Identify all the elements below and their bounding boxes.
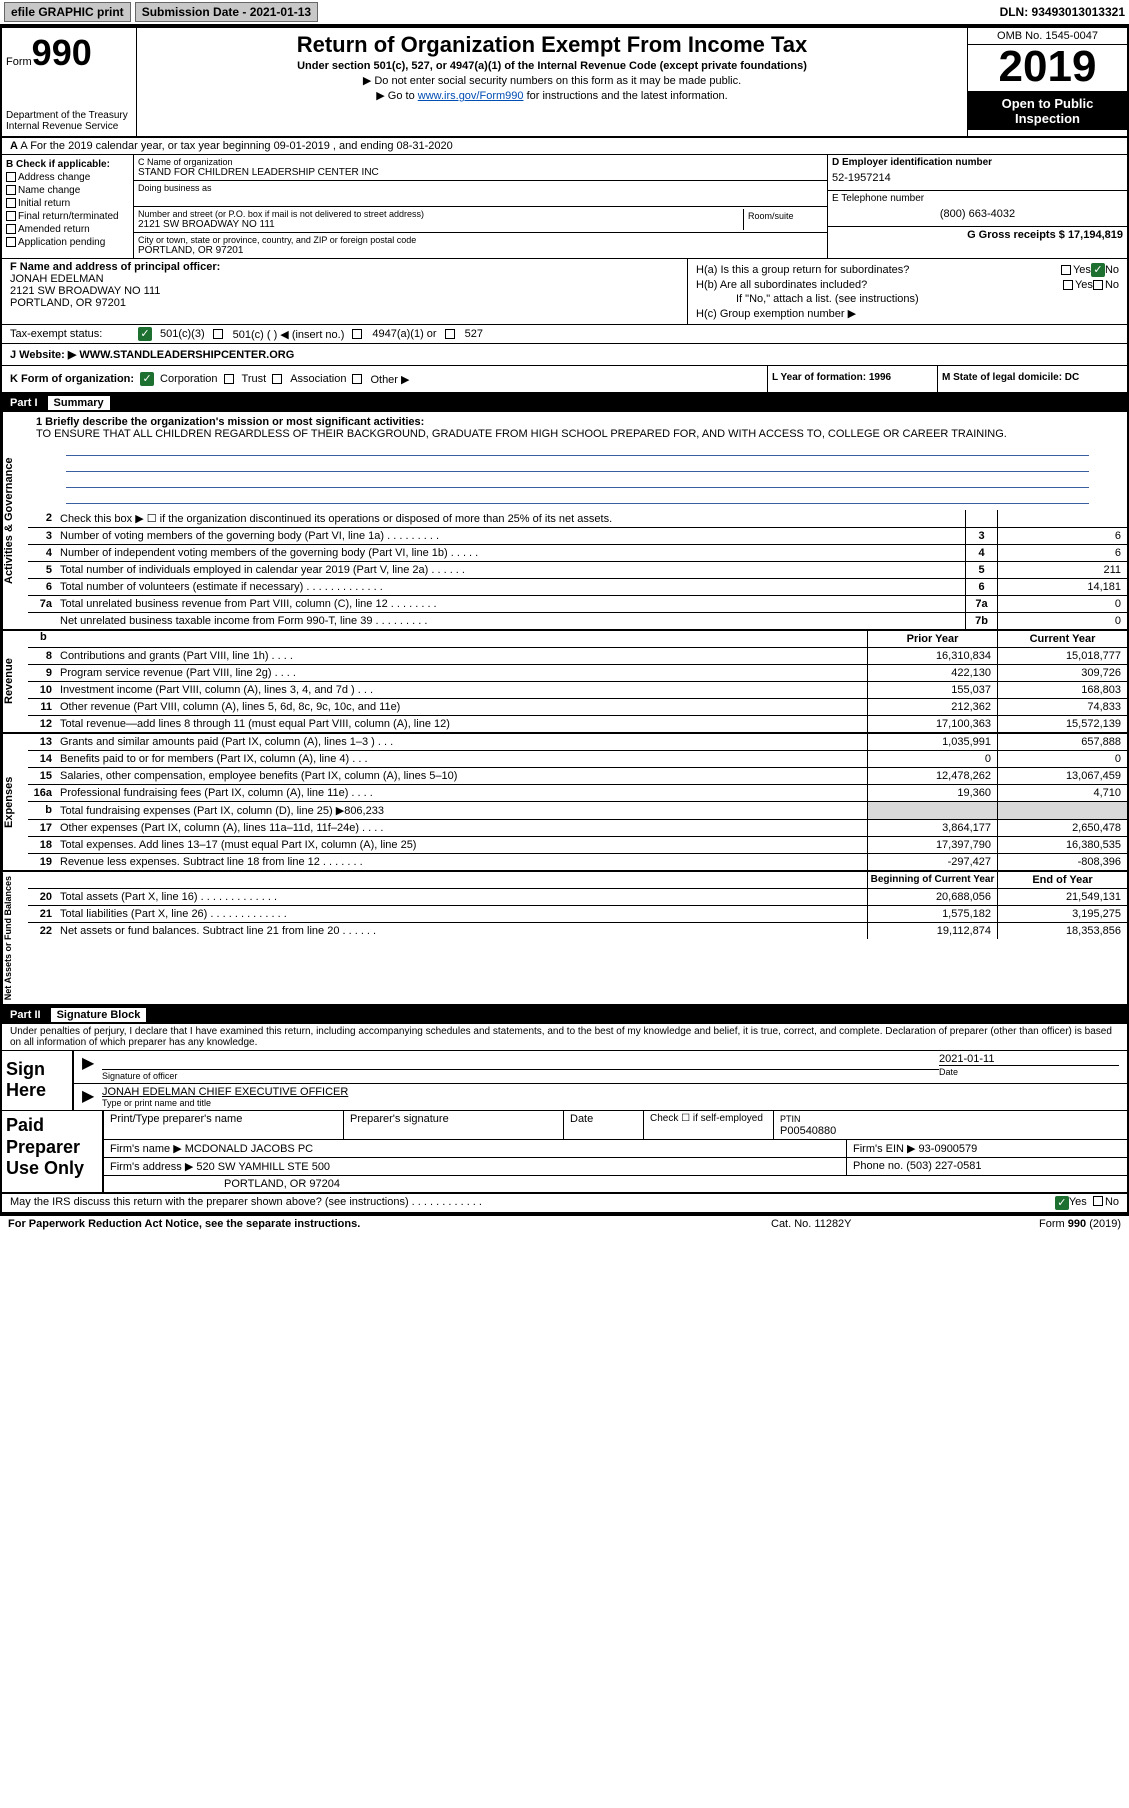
g-label: G Gross receipts $ 17,194,819 (967, 229, 1123, 241)
form-title: Return of Organization Exempt From Incom… (147, 32, 957, 58)
sig-date-val: 2021-01-11 (939, 1053, 1119, 1065)
sig-officer-label: Signature of officer (102, 1069, 939, 1081)
firm-addr1: 520 SW YAMHILL STE 500 (196, 1161, 330, 1173)
firm-name: MCDONALD JACOBS PC (185, 1143, 313, 1155)
website-val: WWW.STANDLEADERSHIPCENTER.ORG (79, 349, 294, 361)
mission-label: 1 Briefly describe the organization's mi… (36, 416, 424, 428)
chk-other[interactable] (352, 374, 362, 384)
e-label: E Telephone number (832, 193, 1123, 204)
sig-date-label: Date (939, 1065, 1119, 1077)
perjury-text: Under penalties of perjury, I declare th… (2, 1024, 1127, 1051)
firm-phone: Phone no. (503) 227-0581 (847, 1158, 1127, 1175)
part1-header: Part ISummary (2, 394, 1127, 412)
chk-pending[interactable] (6, 237, 16, 247)
org-name: STAND FOR CHILDREN LEADERSHIP CENTER INC (138, 167, 823, 178)
city-label: City or town, state or province, country… (138, 235, 823, 245)
instruction-1: ▶ Do not enter social security numbers o… (147, 74, 957, 87)
ha-no[interactable]: ✓ (1091, 263, 1105, 277)
c-name-label: C Name of organization (138, 157, 823, 167)
instruction-2: ▶ Go to www.irs.gov/Form990 for instruct… (147, 89, 957, 102)
dba-label: Doing business as (138, 183, 823, 193)
prep-date-hdr: Date (564, 1111, 644, 1139)
prep-name-hdr: Print/Type preparer's name (104, 1111, 344, 1139)
footer-cat: Cat. No. 11282Y (771, 1218, 971, 1230)
mission-text: TO ENSURE THAT ALL CHILDREN REGARDLESS O… (36, 428, 1007, 440)
chk-initial[interactable] (6, 198, 16, 208)
officer-addr2: PORTLAND, OR 97201 (10, 297, 679, 309)
h-note: If "No," attach a list. (see instruction… (736, 293, 919, 305)
officer-name: JONAH EDELMAN (10, 273, 679, 285)
ha-yes[interactable] (1061, 265, 1071, 275)
prep-sig-hdr: Preparer's signature (344, 1111, 564, 1139)
chk-final[interactable] (6, 211, 16, 221)
ha-label: H(a) Is this a group return for subordin… (696, 264, 1061, 276)
firm-ein: Firm's EIN ▶ 93-0900579 (847, 1140, 1127, 1157)
prior-year-hdr: Prior Year (867, 631, 997, 647)
ein-val: 52-1957214 (832, 168, 1123, 188)
sig-arrow-icon: ▶ (82, 1053, 102, 1081)
chk-assoc[interactable] (272, 374, 282, 384)
paid-preparer-label: Paid Preparer Use Only (2, 1111, 102, 1192)
city-val: PORTLAND, OR 97201 (138, 245, 823, 256)
discuss-yes[interactable]: ✓ (1055, 1196, 1069, 1210)
footer-left: For Paperwork Reduction Act Notice, see … (8, 1218, 771, 1230)
sig-name-label: Type or print name and title (102, 1098, 1119, 1108)
room-label: Room/suite (748, 211, 819, 221)
efile-button[interactable]: efile GRAPHIC print (4, 2, 131, 22)
firm-addr2: PORTLAND, OR 97204 (104, 1176, 1127, 1192)
i-label: Tax-exempt status: (10, 328, 130, 340)
discuss-no[interactable] (1093, 1196, 1103, 1206)
chk-trust[interactable] (224, 374, 234, 384)
addr-label: Number and street (or P.O. box if mail i… (138, 209, 743, 219)
irs-link[interactable]: www.irs.gov/Form990 (418, 90, 524, 102)
hb-no[interactable] (1093, 280, 1103, 290)
side-activities: Activities & Governance (2, 412, 28, 629)
d-label: D Employer identification number (832, 157, 992, 168)
j-label: J Website: ▶ (10, 349, 76, 361)
sign-here-label: Sign Here (2, 1051, 72, 1110)
hb-yes[interactable] (1063, 280, 1073, 290)
chk-501c3[interactable]: ✓ (138, 327, 152, 341)
dln-text: DLN: 93493013013321 (1000, 5, 1125, 19)
m-state: M State of legal domicile: DC (937, 366, 1127, 392)
form-id-box: Form990 Department of the Treasury Inter… (2, 28, 137, 136)
footer-right: Form 990 (2019) (971, 1218, 1121, 1230)
self-emp-chk[interactable]: Check ☐ if self-employed (644, 1111, 774, 1139)
chk-corp[interactable]: ✓ (140, 372, 154, 386)
sig-name-val: JONAH EDELMAN CHIEF EXECUTIVE OFFICER (102, 1086, 1119, 1098)
form-subtitle: Under section 501(c), 527, or 4947(a)(1)… (147, 60, 957, 72)
ptin-val: P00540880 (780, 1125, 836, 1137)
chk-527[interactable] (445, 329, 455, 339)
beg-year-hdr: Beginning of Current Year (867, 872, 997, 888)
form-prefix: Form (6, 56, 32, 68)
tax-year: 2019 (968, 45, 1127, 92)
side-expenses: Expenses (2, 734, 28, 870)
chk-name[interactable] (6, 185, 16, 195)
f-label: F Name and address of principal officer: (10, 261, 220, 273)
submission-date-button[interactable]: Submission Date - 2021-01-13 (135, 2, 318, 22)
part2-header: Part IISignature Block (2, 1006, 1127, 1024)
curr-year-hdr: Current Year (997, 631, 1127, 647)
dept-text: Department of the Treasury Internal Reve… (6, 110, 132, 132)
side-net: Net Assets or Fund Balances (2, 872, 28, 1004)
chk-address[interactable] (6, 172, 16, 182)
addr-val: 2121 SW BROADWAY NO 111 (138, 219, 743, 230)
chk-amended[interactable] (6, 224, 16, 234)
hc-label: H(c) Group exemption number ▶ (696, 307, 856, 320)
side-revenue: Revenue (2, 631, 28, 732)
phone-val: (800) 663-4032 (832, 204, 1123, 224)
form-number: 990 (32, 32, 92, 73)
open-public: Open to Public Inspection (968, 92, 1127, 130)
chk-4947[interactable] (352, 329, 362, 339)
sig-arrow2-icon: ▶ (82, 1086, 102, 1108)
hb-label: H(b) Are all subordinates included? (696, 279, 1063, 291)
row-a: A A For the 2019 calendar year, or tax y… (2, 138, 1127, 155)
l-year: L Year of formation: 1996 (767, 366, 937, 392)
chk-501c[interactable] (213, 329, 223, 339)
end-year-hdr: End of Year (997, 872, 1127, 888)
k-label: K Form of organization: (10, 373, 134, 385)
discuss-text: May the IRS discuss this return with the… (10, 1196, 1055, 1210)
col-b: B Check if applicable: Address change Na… (2, 155, 134, 258)
officer-addr1: 2121 SW BROADWAY NO 111 (10, 285, 679, 297)
